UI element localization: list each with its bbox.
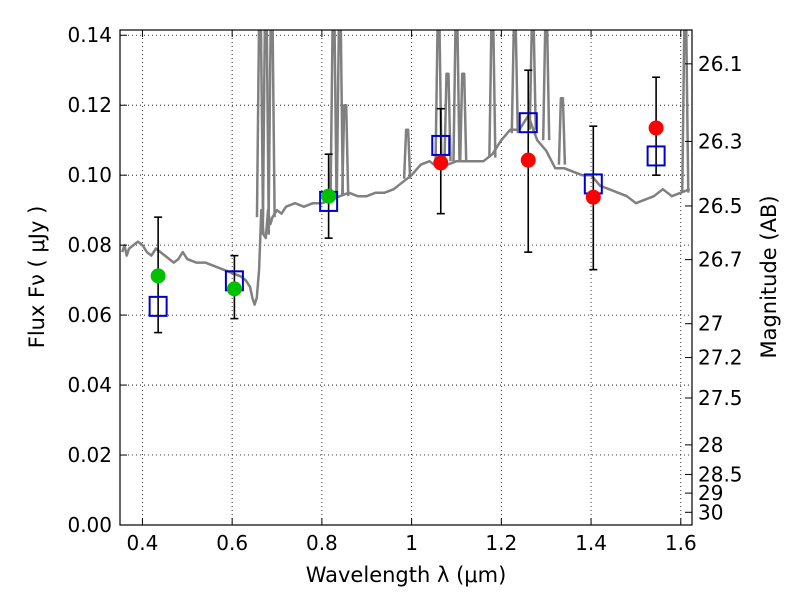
model-box — [646, 145, 666, 167]
x-tick-label: 1.6 — [665, 531, 697, 555]
emission-line-spike — [267, 30, 276, 218]
emission-line-spike — [434, 30, 443, 165]
emission-line-spike — [528, 30, 537, 130]
emission-line-spike — [557, 96, 567, 165]
mag-tick-label: 27.5 — [698, 386, 743, 410]
green-point — [150, 268, 166, 284]
y-tick-label: 0.06 — [67, 303, 112, 327]
emission-line-spike — [488, 30, 497, 158]
emission-line-spike — [681, 30, 690, 193]
mag-tick-label: 28 — [698, 433, 723, 457]
x-tick-label: 1 — [405, 531, 418, 555]
emission-line-spike — [255, 30, 265, 218]
red-point — [648, 120, 664, 136]
emission-line-spike — [329, 30, 338, 200]
emission-line-spike — [335, 30, 345, 197]
plot-background — [120, 30, 692, 525]
mag-tick-label: 26.1 — [698, 52, 743, 76]
y2-axis-label: Magnitude (AB) — [757, 195, 781, 358]
x-tick-label: 0.6 — [216, 531, 248, 555]
y-tick-label: 0.08 — [67, 233, 112, 257]
x-tick-label: 0.4 — [127, 531, 159, 555]
emission-line-spike — [402, 128, 412, 179]
y-tick-label: 0.02 — [67, 443, 112, 467]
red-point — [433, 155, 449, 171]
y-tick-label: 0.00 — [67, 513, 112, 537]
green-point — [226, 281, 242, 297]
red-point — [585, 189, 601, 205]
x-axis-label: Wavelength λ (μm) — [306, 563, 507, 587]
y-tick-label: 0.04 — [67, 373, 112, 397]
model-box — [431, 134, 451, 156]
emission-line-spike — [340, 103, 350, 197]
y-tick-label: 0.10 — [67, 163, 112, 187]
mag-tick-label: 28.5 — [698, 462, 743, 486]
emission-line-spike — [458, 72, 468, 162]
mag-tick-label: 27 — [698, 312, 723, 336]
plot-frame — [119, 29, 693, 526]
markers — [148, 112, 666, 317]
red-point — [520, 152, 536, 168]
x-tick-label: 1.2 — [485, 531, 517, 555]
y-tick-label: 0.12 — [67, 93, 112, 117]
y-tick-label: 0.14 — [67, 23, 112, 47]
mag-tick-label: 27.2 — [698, 346, 743, 370]
emission-line-spike — [452, 30, 461, 162]
mag-tick-label: 26.3 — [698, 129, 743, 153]
model-box — [518, 112, 538, 134]
mag-tick-label: 30 — [698, 500, 723, 524]
emission-line-spike — [541, 30, 551, 141]
y-axis-label: Flux Fν ( μJy ) — [25, 206, 49, 349]
emission-line-spike — [510, 30, 520, 134]
mag-tick-label: 29 — [698, 481, 723, 505]
ticks: 0.4 0.6 0.8 1 1.2 1.4 1.6 0.00 0.02 0.04 0.06 0.08 0… — [67, 23, 742, 555]
emission-line-spike — [443, 72, 452, 162]
mag-tick-label: 26.5 — [698, 194, 743, 218]
mag-tick-label: 26.7 — [698, 248, 743, 272]
green-point — [321, 188, 337, 204]
emission-line-spike — [261, 30, 271, 235]
x-tick-label: 1.4 — [575, 531, 607, 555]
model-box — [148, 295, 168, 317]
x-tick-label: 0.8 — [306, 531, 338, 555]
